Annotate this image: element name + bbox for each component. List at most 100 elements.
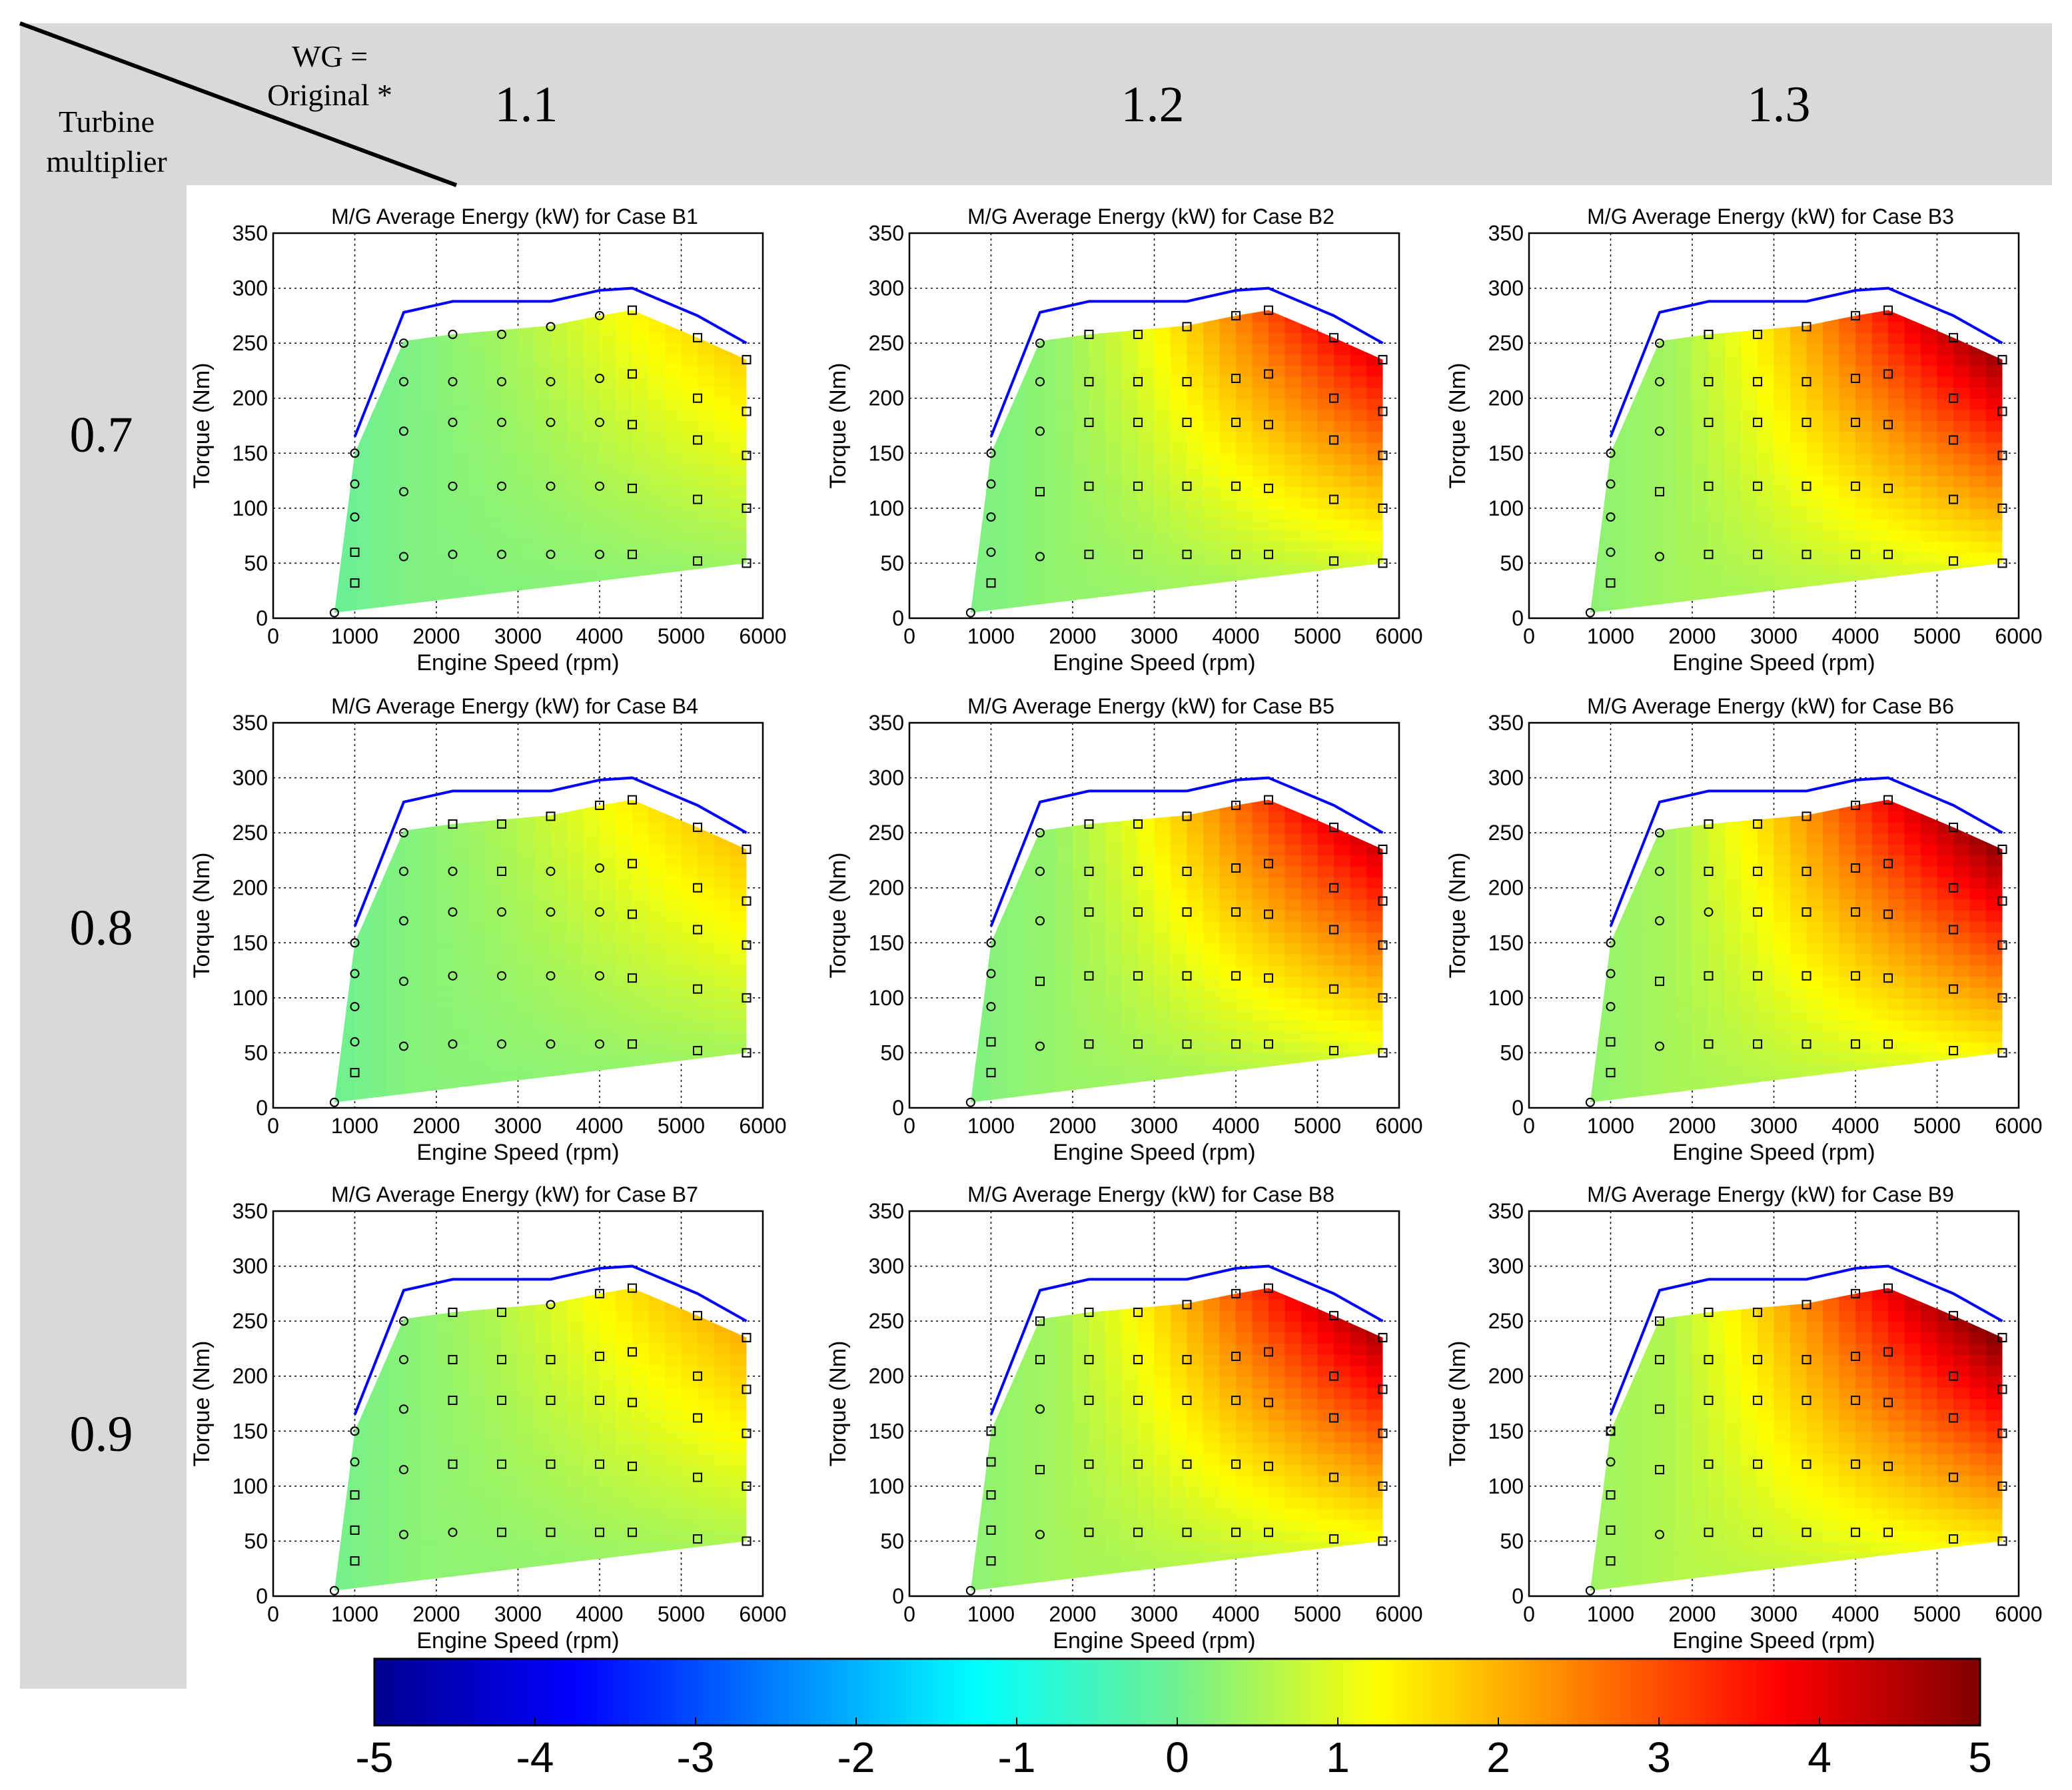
field-cell	[1937, 508, 1954, 520]
y-tick-label: 250	[869, 331, 904, 355]
field-cell	[1219, 508, 1237, 520]
field-cell	[567, 1041, 584, 1054]
field-cell	[1774, 332, 1791, 344]
field-cell	[1301, 332, 1318, 344]
field-cell	[420, 453, 437, 465]
field-cell	[1692, 508, 1710, 520]
field-cell	[452, 442, 470, 454]
field-cell	[1855, 431, 1873, 443]
field-cell	[1285, 975, 1302, 988]
field-cell	[1187, 409, 1204, 421]
field-cell	[1774, 453, 1791, 465]
field-cell	[485, 475, 502, 487]
field-cell	[1725, 398, 1742, 410]
field-cell	[1855, 519, 1873, 531]
field-cell	[730, 887, 747, 900]
field-cell	[1741, 519, 1758, 531]
field-cell	[1790, 343, 1808, 355]
operating-point	[546, 418, 556, 428]
field-cell	[469, 376, 486, 388]
field-cell	[1203, 387, 1221, 399]
field-cell	[616, 431, 633, 443]
field-cell	[1610, 541, 1628, 553]
field-cell	[698, 931, 715, 944]
field-cell	[1904, 365, 1921, 377]
field-cell	[1774, 475, 1791, 487]
field-cell	[1888, 321, 1905, 333]
field-cell	[1350, 497, 1367, 509]
operating-point	[1704, 329, 1714, 339]
field-cell	[1643, 1041, 1660, 1054]
y-axis-label: Torque (Nm)	[825, 853, 851, 979]
field-cell	[1187, 997, 1204, 1010]
field-cell	[665, 387, 682, 399]
field-cell	[1105, 887, 1123, 900]
field-cell	[698, 899, 715, 911]
field-cell	[1904, 497, 1921, 509]
operating-point	[1378, 503, 1388, 513]
field-cell	[518, 486, 535, 498]
field-cell	[616, 409, 633, 421]
field-cell	[1219, 943, 1237, 955]
field-cell	[1236, 387, 1253, 399]
field-cell	[632, 365, 650, 377]
field-cell	[1040, 953, 1057, 966]
field-cell	[665, 877, 682, 889]
field-cell	[1073, 453, 1090, 465]
field-cell	[616, 931, 633, 944]
field-cell	[1643, 442, 1660, 454]
field-cell	[648, 332, 666, 344]
field-cell	[1334, 409, 1351, 421]
field-cell	[1350, 921, 1367, 933]
field-cell	[698, 1019, 715, 1032]
field-cell	[1203, 508, 1221, 520]
field-cell	[1040, 1063, 1057, 1076]
field-cell	[1986, 398, 2003, 410]
field-cell	[975, 563, 992, 575]
field-cell	[698, 541, 715, 553]
field-cell	[1023, 877, 1041, 889]
field-cell	[502, 464, 519, 476]
field-cell	[714, 965, 731, 977]
field-cell	[1676, 1031, 1693, 1043]
field-cell	[583, 953, 600, 966]
field-cell	[550, 475, 568, 487]
field-cell	[1138, 1019, 1155, 1032]
field-cell	[698, 420, 715, 432]
field-cell	[1643, 909, 1660, 922]
field-cell	[1187, 877, 1204, 889]
field-cell	[1986, 442, 2003, 454]
field-cell	[1285, 877, 1302, 889]
field-cell	[502, 541, 519, 553]
x-tick-label: 6000	[1375, 1114, 1422, 1138]
field-cell	[354, 574, 372, 586]
field-cell	[1056, 453, 1073, 465]
field-cell	[550, 943, 568, 955]
operating-point	[1133, 418, 1143, 428]
field-cell	[550, 453, 568, 465]
field-cell	[452, 833, 470, 845]
field-cell	[1089, 1031, 1106, 1043]
field-cell	[714, 877, 731, 889]
chart-panel-3: 0 1000 2000 3000 4000 5000 6000050100150200250…	[1445, 205, 2043, 675]
field-cell	[1627, 475, 1644, 487]
field-cell	[518, 530, 535, 542]
field-cell	[1594, 1063, 1612, 1076]
field-cell	[600, 997, 617, 1010]
field-cell	[1171, 442, 1188, 454]
field-cell	[1105, 585, 1123, 597]
y-tick-label: 100	[869, 986, 904, 1010]
field-cell	[1806, 475, 1823, 487]
x-tick-label: 3000	[494, 1114, 542, 1138]
operating-point	[1035, 1041, 1045, 1051]
field-cell	[1285, 887, 1302, 900]
field-cell	[1138, 921, 1155, 933]
field-cell	[354, 975, 372, 988]
field-cell	[1839, 431, 1856, 443]
field-cell	[1301, 899, 1318, 911]
field-cell	[485, 530, 502, 542]
field-cell	[632, 1019, 650, 1032]
field-cell	[502, 343, 519, 355]
field-cell	[600, 811, 617, 823]
field-cell	[452, 921, 470, 933]
